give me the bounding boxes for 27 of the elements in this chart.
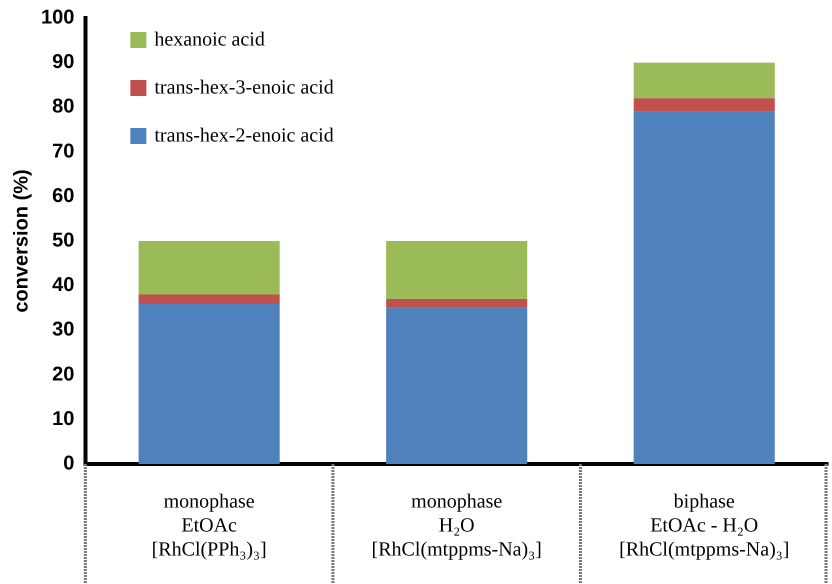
legend-label: trans-hex-3-enoic acid [154,76,334,98]
bar [138,303,280,464]
x-tick-label: monophase H₂O [RhCl(mtppms-Na)₃] [372,490,542,560]
x-tick-label: biphase EtOAc - H₂O [RhCl(mtppms-Na)₃] [619,490,790,560]
bar [386,308,528,464]
bar [634,98,775,112]
y-tick-label: 80 [52,96,74,118]
y-axis-title: conversion (%) [10,169,33,313]
bar [138,241,280,295]
bar [138,294,280,304]
y-tick-label: 0 [63,452,74,475]
bar [634,62,775,98]
legend-label: hexanoic acid [154,28,265,50]
y-tick-label: 90 [52,51,74,74]
bar [634,112,775,464]
y-tick-label: 20 [52,363,74,386]
y-tick-label: 70 [52,140,74,162]
y-tick-label: 100 [40,6,74,29]
legend-label: trans-hex-2-enoic acid [154,124,334,146]
y-tick-label: 40 [52,274,74,296]
y-tick-label: 50 [52,230,74,252]
bar [386,298,528,308]
y-tick-label: 60 [52,184,74,207]
bar [386,241,528,299]
y-tick-label: 30 [52,318,74,341]
x-tick-label: monophase EtOAc [RhCl(PPh₃)₃] [152,490,267,560]
y-tick-label: 10 [52,408,74,430]
